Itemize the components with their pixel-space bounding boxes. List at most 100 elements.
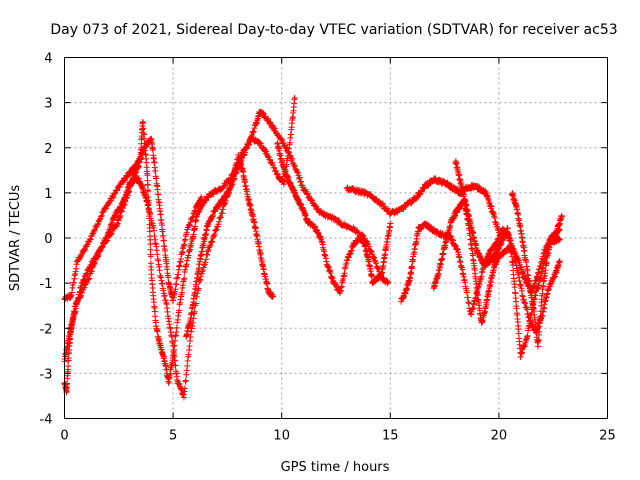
data-point — [165, 274, 172, 281]
data-point — [537, 308, 544, 315]
data-point — [207, 239, 214, 246]
data-point — [104, 237, 111, 244]
data-point — [110, 194, 117, 201]
data-point — [294, 168, 301, 175]
data-point — [154, 186, 161, 193]
data-point — [153, 175, 160, 182]
data-point — [154, 328, 161, 335]
data-point — [385, 279, 392, 286]
y-tick-label: 1 — [44, 187, 52, 202]
y-axis-label: SDTVAR / TECUs — [8, 185, 23, 292]
data-point — [216, 218, 223, 225]
data-point — [315, 205, 322, 212]
data-point — [250, 128, 257, 135]
data-point — [86, 238, 93, 245]
y-tick-label: 2 — [44, 142, 52, 157]
data-point — [273, 167, 280, 174]
data-point — [181, 385, 188, 392]
data-point — [202, 256, 209, 263]
data-point — [111, 190, 118, 197]
data-point — [99, 243, 106, 250]
data-point — [289, 156, 296, 163]
data-point — [217, 214, 224, 221]
chart-title: Day 073 of 2021, Sidereal Day-to-day VTE… — [50, 22, 617, 38]
data-point — [157, 211, 164, 218]
data-point — [526, 320, 533, 327]
data-point — [291, 94, 298, 101]
data-point — [524, 332, 531, 339]
data-point — [374, 265, 381, 272]
data-point — [173, 281, 180, 288]
data-point — [108, 231, 115, 238]
data-point — [94, 252, 101, 259]
data-point — [371, 257, 378, 264]
data-point — [87, 236, 94, 243]
data-point — [511, 284, 518, 291]
x-tick-label: 5 — [169, 429, 177, 444]
x-tick-label: 25 — [599, 429, 616, 444]
data-point — [173, 324, 180, 331]
data-point — [368, 248, 375, 255]
data-point — [206, 243, 213, 250]
data-point — [140, 119, 147, 126]
data-point — [65, 363, 72, 370]
data-point — [297, 178, 304, 185]
data-point — [180, 394, 187, 401]
data-point — [219, 206, 226, 213]
data-point — [291, 161, 298, 168]
data-point — [88, 268, 95, 275]
data-point — [198, 194, 205, 201]
data-point — [407, 275, 414, 282]
data-point — [271, 125, 278, 132]
data-point — [309, 197, 316, 204]
data-point — [172, 362, 179, 369]
data-point — [184, 362, 191, 369]
data-point — [89, 260, 96, 267]
data-point — [193, 300, 200, 307]
data-point — [103, 237, 110, 244]
y-tick-label: -1 — [40, 277, 53, 292]
y-tick-label: 0 — [44, 232, 52, 247]
data-point — [216, 215, 223, 222]
data-point — [417, 191, 424, 198]
data-point — [93, 254, 100, 261]
data-point — [387, 220, 394, 227]
data-point — [197, 277, 204, 284]
data-point — [88, 262, 95, 269]
data-point — [80, 276, 87, 283]
data-point — [96, 216, 103, 223]
data-point — [408, 200, 415, 207]
data-point — [155, 191, 162, 198]
data-point — [183, 229, 190, 236]
data-point — [181, 275, 188, 282]
grid-layer — [64, 57, 608, 419]
data-point — [249, 129, 256, 136]
data-point — [149, 146, 156, 153]
data-point — [312, 202, 319, 209]
data-point — [144, 182, 151, 189]
data-point — [536, 328, 543, 335]
data-point — [90, 228, 97, 235]
data-points-layer — [61, 94, 565, 401]
data-point — [371, 254, 378, 261]
data-point — [271, 164, 278, 171]
data-point — [80, 246, 87, 253]
data-point — [203, 251, 210, 258]
data-point — [535, 336, 542, 343]
data-point — [219, 210, 226, 217]
ticks-layer: 0 5 10 15 20 25 -4 -3 -2 -1 0 1 2 3 4 — [40, 52, 616, 444]
data-point — [269, 122, 276, 129]
data-point — [86, 265, 93, 272]
data-point — [186, 343, 193, 350]
data-point — [558, 213, 565, 220]
data-point — [270, 293, 277, 300]
data-point — [540, 283, 547, 290]
data-point — [201, 262, 208, 269]
data-point — [204, 251, 211, 258]
data-point — [152, 168, 159, 175]
data-point — [172, 286, 179, 293]
data-point — [215, 221, 222, 228]
data-point — [144, 172, 151, 179]
data-point — [421, 185, 428, 192]
data-point — [335, 217, 342, 224]
